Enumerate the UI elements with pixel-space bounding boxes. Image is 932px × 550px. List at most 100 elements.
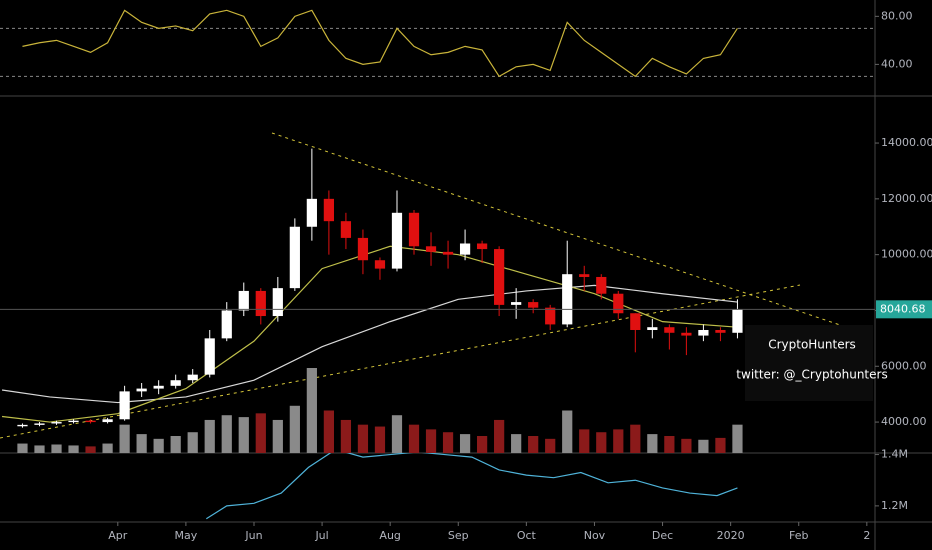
x-tick-label: May: [175, 529, 198, 542]
volume-bar: [68, 445, 79, 453]
y-tick-label: 6000.00: [881, 359, 927, 372]
candle-body: [647, 327, 658, 330]
x-tick-label: 2020: [717, 529, 745, 542]
candle-body: [732, 309, 743, 333]
candle-body: [613, 293, 624, 314]
x-tick-label: 2: [863, 529, 870, 542]
volume-bar: [289, 405, 300, 453]
candle-body: [528, 302, 539, 308]
volume-bar: [17, 443, 28, 453]
x-tick-label: Jun: [244, 529, 262, 542]
y-tick-label: 80.00: [881, 9, 913, 22]
candle-body: [289, 226, 300, 289]
candle-body: [391, 212, 403, 269]
volume-bar: [238, 417, 249, 453]
candle-body: [579, 274, 590, 277]
x-tick-label: Aug: [379, 529, 400, 542]
volume-bar: [102, 443, 113, 453]
volume-bar: [476, 436, 488, 453]
candle-body: [425, 246, 437, 252]
volume-bar: [511, 434, 522, 453]
candle-body: [68, 420, 79, 423]
volume-bar: [85, 446, 96, 453]
candle-body: [170, 380, 181, 386]
candle-body: [85, 420, 96, 423]
volume-bar: [545, 438, 556, 453]
candle-body: [153, 385, 164, 389]
candle-body: [221, 310, 232, 339]
volume-bar: [494, 419, 505, 453]
candle-body: [664, 327, 675, 333]
trendline: [271, 132, 841, 326]
volume-bar: [664, 436, 675, 453]
volume-bar: [408, 424, 420, 453]
x-tick-label: Jul: [314, 529, 328, 542]
candle-body: [408, 212, 420, 247]
x-tick-label: Sep: [448, 529, 469, 542]
candle-body: [272, 288, 283, 317]
candle-body: [630, 313, 641, 330]
y-tick-label: 14000.00: [881, 136, 932, 149]
volume-bar: [221, 415, 232, 453]
candle-body: [374, 260, 386, 269]
volume-bar: [323, 410, 334, 453]
candle-body: [698, 329, 709, 336]
last-price-box: [876, 300, 932, 319]
volume-bar: [681, 438, 692, 453]
y-tick-label: 1.2M: [881, 499, 908, 512]
volume-bar: [153, 438, 164, 453]
volume-bar: [204, 419, 215, 453]
candle-body: [255, 290, 266, 317]
volume-bar: [459, 434, 471, 453]
annotation-handle: twitter: @_Cryptohunters: [736, 368, 887, 382]
candle-body: [136, 388, 147, 392]
candle-body: [459, 243, 471, 255]
candle-body: [187, 374, 198, 381]
volume-bar: [170, 436, 181, 453]
volume-bar: [119, 424, 130, 453]
volume-bar: [425, 429, 437, 453]
data-line: [1, 245, 738, 423]
data-line: [22, 9, 738, 78]
rsi-pane: [0, 9, 875, 78]
candle-body: [596, 276, 607, 294]
volume-bar: [579, 429, 590, 453]
y-tick-label: 12000.00: [881, 192, 932, 205]
volume-bar: [187, 432, 198, 453]
x-tick-label: Nov: [584, 529, 606, 542]
data-line: [1, 284, 738, 404]
volume-bar: [391, 415, 403, 453]
candle-body: [102, 419, 113, 423]
x-tick-label: Apr: [108, 529, 128, 542]
candle-body: [476, 243, 488, 250]
candle-body: [306, 198, 317, 227]
volume-bar: [562, 410, 573, 453]
volume-bar: [34, 445, 45, 453]
volume-bar: [698, 439, 709, 453]
volume-bar: [51, 444, 62, 453]
volume-bar: [596, 432, 607, 453]
candle-body: [340, 221, 352, 238]
candle-body: [17, 424, 28, 427]
y-tick-label: 1.4M: [881, 448, 908, 461]
candle-body: [715, 329, 726, 333]
volume-bar: [630, 424, 641, 453]
y-tick-label: 40.00: [881, 57, 913, 70]
annotation-box: [745, 325, 873, 401]
candle-body: [545, 307, 556, 325]
candle-body: [442, 251, 454, 255]
candle-body: [34, 423, 45, 425]
candle-body: [511, 302, 522, 305]
price-pane: [0, 132, 875, 453]
axes: 40.0080.004000.006000.008000.0010000.001…: [108, 9, 932, 542]
candle-body: [119, 391, 130, 420]
trendline: [0, 284, 801, 439]
volume-bar: [357, 424, 369, 453]
candle-body: [51, 422, 62, 424]
data-line: [206, 453, 738, 520]
candle-body: [494, 249, 505, 305]
volume-bar: [613, 429, 624, 453]
candle-body: [323, 198, 334, 222]
x-tick-label: Oct: [517, 529, 537, 542]
